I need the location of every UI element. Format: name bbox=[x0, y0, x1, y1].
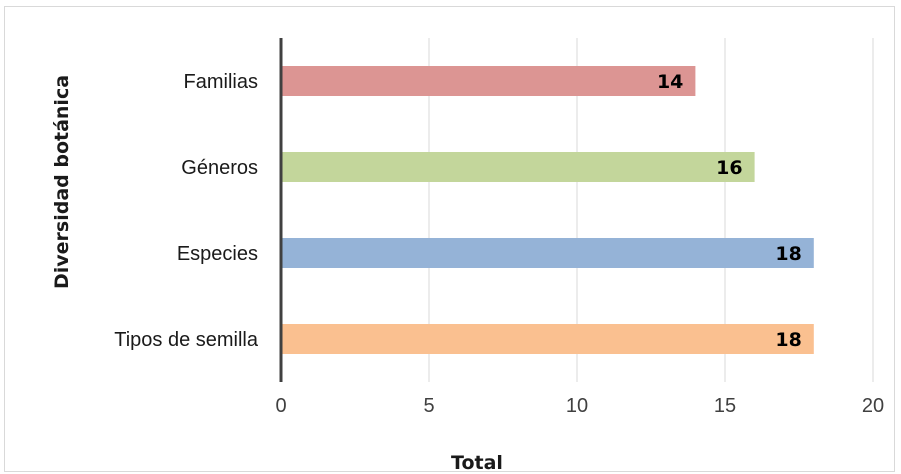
bars bbox=[281, 66, 814, 354]
category-label: Géneros bbox=[181, 157, 258, 179]
x-tick-label: 15 bbox=[714, 395, 736, 417]
x-tick-label: 5 bbox=[423, 395, 434, 417]
bar-3 bbox=[281, 324, 814, 354]
data-label: 18 bbox=[775, 243, 801, 265]
x-axis-title: Total bbox=[451, 452, 503, 474]
x-tick-label: 10 bbox=[566, 395, 588, 417]
data-label: 18 bbox=[775, 329, 801, 351]
bar-1 bbox=[281, 152, 755, 182]
category-label: Especies bbox=[177, 243, 258, 265]
data-label: 16 bbox=[716, 157, 742, 179]
y-axis-title: Diversidad botánica bbox=[51, 75, 73, 289]
x-tick-label: 20 bbox=[862, 395, 884, 417]
category-label: Familias bbox=[184, 71, 258, 93]
data-label: 14 bbox=[657, 71, 683, 93]
category-label: Tipos de semilla bbox=[114, 329, 259, 351]
x-tick-label: 0 bbox=[275, 395, 286, 417]
bar-0 bbox=[281, 66, 695, 96]
bar-2 bbox=[281, 238, 814, 268]
